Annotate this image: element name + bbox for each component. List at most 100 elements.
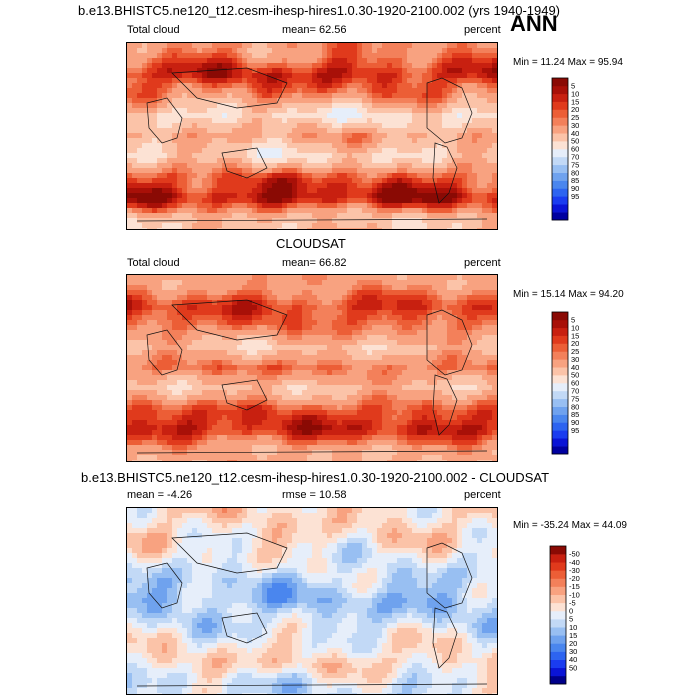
map-model-cell bbox=[432, 228, 438, 229]
map-obs-cell bbox=[342, 305, 348, 311]
map-obs-cell bbox=[227, 335, 233, 341]
map-model-cell bbox=[202, 193, 208, 199]
map-model-cell bbox=[327, 108, 333, 114]
map-model-cell bbox=[327, 228, 333, 229]
map-model-cell bbox=[337, 118, 343, 124]
map-obs-cell bbox=[382, 370, 388, 376]
map-model-cell bbox=[222, 208, 228, 214]
map-obs-cell bbox=[362, 405, 368, 411]
map-model-cell bbox=[432, 188, 438, 194]
map-obs-cell bbox=[477, 360, 483, 366]
map-model-cell bbox=[467, 118, 473, 124]
map-model-cell bbox=[307, 203, 313, 209]
map-model-cell bbox=[337, 78, 343, 84]
map-model-cell bbox=[312, 208, 318, 214]
map-obs-cell bbox=[427, 405, 433, 411]
map-obs-cell bbox=[147, 385, 153, 391]
map-obs-cell bbox=[397, 275, 403, 281]
map-model-cell bbox=[352, 78, 358, 84]
map-model-cell bbox=[162, 63, 168, 69]
map-obs-cell bbox=[472, 315, 478, 321]
map-obs-cell bbox=[377, 315, 383, 321]
map-model-cell bbox=[177, 68, 183, 74]
map-obs-cell bbox=[352, 370, 358, 376]
map-obs-cell bbox=[227, 285, 233, 291]
map-model-cell bbox=[132, 163, 138, 169]
map-model-cell bbox=[162, 148, 168, 154]
map-obs-cell bbox=[392, 300, 398, 306]
map-obs-cell bbox=[412, 345, 418, 351]
map-obs-cell bbox=[457, 310, 463, 316]
map-model-cell bbox=[257, 108, 263, 114]
map-model-cell bbox=[422, 128, 428, 134]
map-model-cell bbox=[437, 83, 443, 89]
map-obs-cell bbox=[162, 400, 168, 406]
map-obs-cell bbox=[462, 355, 468, 361]
map-model-cell bbox=[452, 98, 458, 104]
map-model-cell bbox=[357, 63, 363, 69]
map-obs-cell bbox=[222, 350, 228, 356]
map-obs-cell bbox=[267, 380, 273, 386]
map-obs-cell bbox=[182, 350, 188, 356]
map-model-cell bbox=[377, 123, 383, 129]
map-model-cell bbox=[132, 143, 138, 149]
map-obs-cell bbox=[422, 400, 428, 406]
map-obs-cell bbox=[197, 405, 203, 411]
map-obs-cell bbox=[402, 300, 408, 306]
map-obs-cell bbox=[217, 390, 223, 396]
map-obs-cell bbox=[477, 405, 483, 411]
map-model-cell bbox=[167, 103, 173, 109]
map-model-cell bbox=[302, 118, 308, 124]
map-obs-cell bbox=[297, 305, 303, 311]
map-model-cell bbox=[172, 163, 178, 169]
map-obs-cell bbox=[427, 380, 433, 386]
map-model-cell bbox=[442, 103, 448, 109]
map-model-cell bbox=[462, 143, 468, 149]
map-model-cell bbox=[262, 208, 268, 214]
map-model-cell bbox=[227, 83, 233, 89]
map-model-cell bbox=[347, 138, 353, 144]
map-model-cell bbox=[382, 198, 388, 204]
map-model-cell bbox=[297, 68, 303, 74]
map-model-cell bbox=[362, 113, 368, 119]
map-obs-cell bbox=[392, 410, 398, 416]
map-obs-cell bbox=[457, 340, 463, 346]
map-model-cell bbox=[247, 183, 253, 189]
map-model-cell bbox=[402, 48, 408, 54]
map-model-cell bbox=[472, 228, 478, 229]
map-model-cell bbox=[217, 83, 223, 89]
map-model-cell bbox=[362, 178, 368, 184]
map-obs-cell bbox=[492, 410, 497, 416]
map-model-cell bbox=[212, 158, 218, 164]
map-obs-cell bbox=[142, 335, 148, 341]
map-obs-cell bbox=[222, 385, 228, 391]
map-obs-cell bbox=[152, 410, 158, 416]
map-model-cell bbox=[432, 113, 438, 119]
map-obs-cell bbox=[352, 320, 358, 326]
map-obs-cell bbox=[427, 340, 433, 346]
map-model-cell bbox=[327, 178, 333, 184]
map-obs-cell bbox=[237, 290, 243, 296]
map-obs-cell bbox=[152, 315, 158, 321]
map-model-cell bbox=[487, 63, 493, 69]
map-model-cell bbox=[222, 118, 228, 124]
map-obs-cell bbox=[447, 335, 453, 341]
map-obs-cell bbox=[152, 280, 158, 286]
map-model-cell bbox=[487, 103, 493, 109]
map-obs-cell bbox=[387, 335, 393, 341]
map-obs-cell bbox=[472, 320, 478, 326]
map-model-cell bbox=[432, 178, 438, 184]
map-obs-cell bbox=[157, 320, 163, 326]
map-model-cell bbox=[157, 93, 163, 99]
map-obs-cell bbox=[477, 345, 483, 351]
map-model-cell bbox=[417, 183, 423, 189]
map-obs-cell bbox=[452, 390, 458, 396]
map-model-cell bbox=[407, 128, 413, 134]
map-model-cell bbox=[362, 103, 368, 109]
map-obs-cell bbox=[222, 345, 228, 351]
map-model-cell bbox=[352, 123, 358, 129]
map-obs-cell bbox=[137, 415, 143, 421]
map-obs-cell bbox=[432, 335, 438, 341]
map-model-cell bbox=[167, 63, 173, 69]
map-model-cell bbox=[377, 228, 383, 229]
